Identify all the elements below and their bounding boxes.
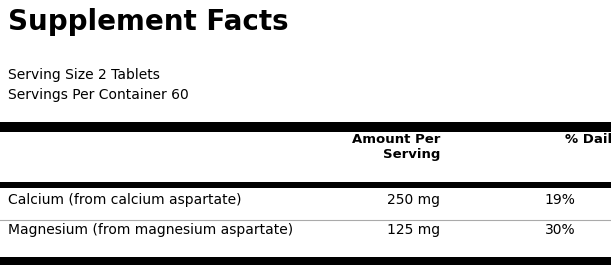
- Text: 30%: 30%: [544, 223, 576, 237]
- Text: Calcium (from calcium aspartate): Calcium (from calcium aspartate): [8, 193, 241, 207]
- Text: 125 mg: 125 mg: [387, 223, 440, 237]
- Text: Servings Per Container 60: Servings Per Container 60: [8, 88, 189, 102]
- Text: 19%: 19%: [544, 193, 576, 207]
- Bar: [0, 182, 611, 188]
- Text: Serving Size 2 Tablets: Serving Size 2 Tablets: [8, 68, 160, 82]
- Text: % Daily Value: % Daily Value: [565, 133, 611, 146]
- Bar: [0, 257, 611, 265]
- Text: Magnesium (from magnesium aspartate): Magnesium (from magnesium aspartate): [8, 223, 293, 237]
- Text: Supplement Facts: Supplement Facts: [8, 8, 288, 36]
- Text: Amount Per
Serving: Amount Per Serving: [351, 133, 440, 161]
- Bar: [0, 122, 611, 132]
- Text: 250 mg: 250 mg: [387, 193, 440, 207]
